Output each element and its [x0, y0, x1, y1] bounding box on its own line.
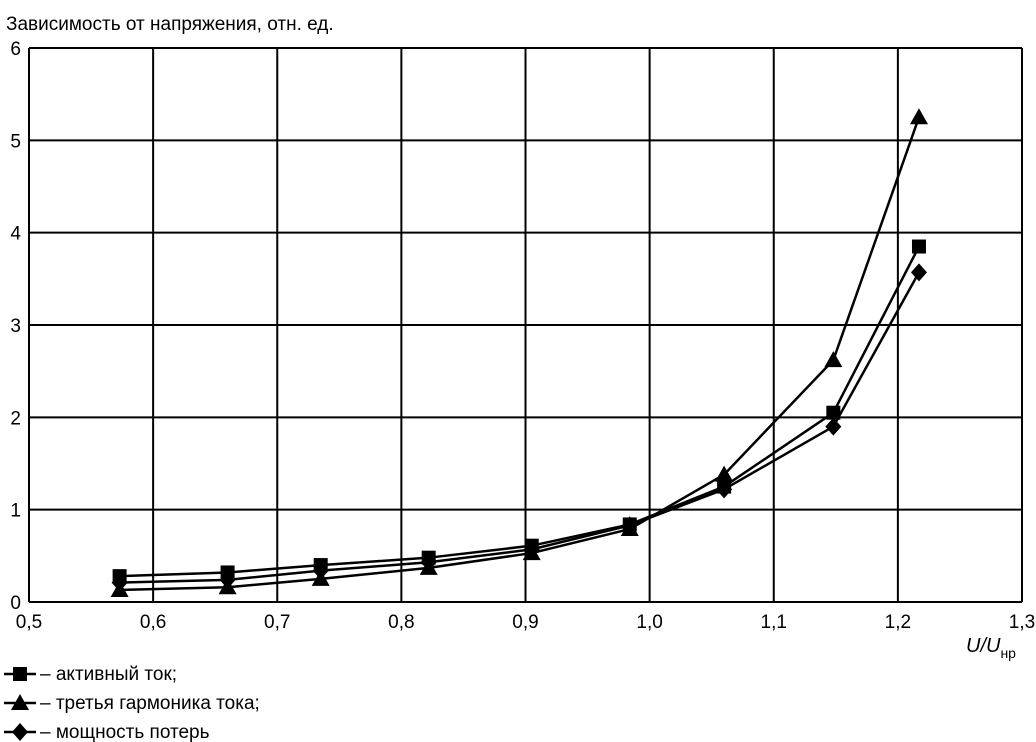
data-point-diamond — [716, 480, 733, 499]
y-tick-labels: 0 1 2 3 4 5 6 — [10, 39, 21, 614]
data-point-diamond — [621, 516, 638, 535]
series-line — [119, 245, 921, 578]
data-point-diamond — [825, 417, 842, 436]
y-tick-label: 1 — [10, 501, 21, 522]
x-tick-label: 0,8 — [388, 612, 414, 633]
legend-item: – третья гармоника тока; — [4, 693, 260, 714]
data-point-triangle — [715, 465, 734, 482]
legend-marker-square — [13, 667, 27, 681]
data-point-diamond — [219, 570, 236, 589]
x-axis-label: U/Uнр — [966, 635, 1016, 661]
data-point-diamond — [312, 561, 329, 580]
y-tick-label: 4 — [10, 224, 21, 245]
data-point-square — [826, 405, 841, 420]
data-point-square — [911, 239, 926, 254]
data-point-diamond — [111, 573, 128, 592]
x-tick-label: 0,9 — [512, 612, 538, 633]
data-series — [110, 108, 928, 597]
legend-label: – третья гармоника тока; — [40, 693, 260, 714]
data-point-diamond — [910, 263, 927, 282]
data-point-diamond — [523, 540, 540, 559]
x-tick-label: 0,5 — [16, 612, 42, 633]
y-tick-label: 2 — [10, 408, 21, 429]
x-tick-label: 1,0 — [636, 612, 662, 633]
series-line — [119, 116, 921, 592]
legend: – активный ток; – третья гармоника тока; –… — [4, 664, 260, 742]
series-square — [112, 239, 926, 584]
legend-item: – мощность потерь — [4, 722, 210, 742]
legend-marker-triangle — [11, 694, 29, 710]
data-point-triangle — [824, 351, 843, 368]
y-tick-label: 5 — [10, 131, 21, 152]
legend-label: – мощность потерь — [40, 722, 210, 742]
data-point-diamond — [420, 553, 437, 572]
y-tick-label: 3 — [10, 316, 21, 337]
x-axis-label-main: U/U — [966, 635, 1001, 657]
series-triangle — [110, 108, 928, 597]
legend-marker-diamond — [12, 723, 28, 741]
x-tick-label: 1,3 — [1009, 612, 1035, 633]
y-axis-label: Зависимость от напряжения, отн. ед. — [6, 14, 334, 35]
series-line — [119, 271, 921, 584]
x-tick-labels: 0,5 0,6 0,7 0,8 0,9 1,0 1,1 1,2 1,3 — [16, 612, 1035, 633]
x-tick-label: 0,7 — [264, 612, 290, 633]
x-tick-label: 0,6 — [140, 612, 166, 633]
x-tick-label: 1,2 — [885, 612, 911, 633]
y-tick-label: 6 — [10, 39, 21, 60]
legend-label: – активный ток; — [40, 664, 177, 685]
x-axis-label-subscript: нр — [1000, 645, 1016, 661]
plot-grid — [28, 47, 1023, 603]
data-point-triangle — [909, 108, 928, 125]
legend-item: – активный ток; — [4, 664, 177, 685]
x-tick-label: 1,1 — [761, 612, 787, 633]
series-diamond — [111, 263, 927, 592]
y-tick-label: 0 — [10, 593, 21, 614]
